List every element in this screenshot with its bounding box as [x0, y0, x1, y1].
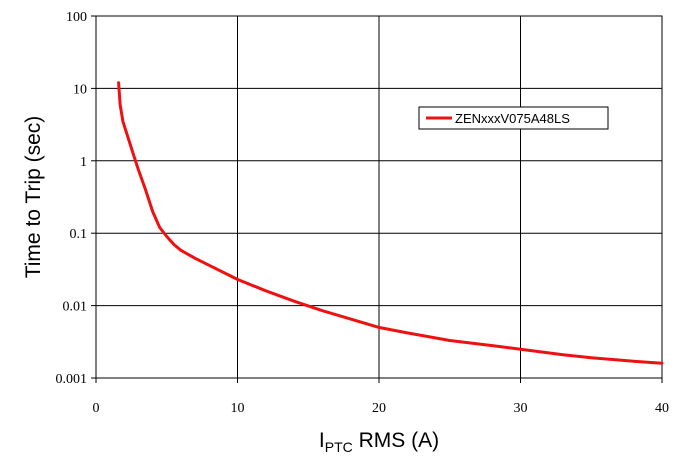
series-line	[117, 81, 664, 365]
grid	[95, 15, 663, 379]
legend-box	[418, 106, 609, 130]
x-axis-title-rest: RMS (A)	[353, 429, 439, 452]
y-tick-label: 1	[80, 155, 87, 170]
x-axis-ticks: 0 10 20 30 40	[93, 378, 669, 416]
y-axis-ticks: 0.001 0.01 0.1 1 10 100	[56, 10, 96, 387]
y-tick-label: 100	[66, 10, 87, 25]
legend: ZENxxxV075A48LS	[418, 106, 609, 130]
x-axis-title: IPTC RMS (A)	[319, 429, 439, 455]
x-tick-label: 30	[514, 401, 528, 416]
y-tick-label: 0.1	[70, 227, 88, 242]
y-tick-label: 0.001	[56, 372, 88, 387]
y-axis-title: Time to Trip (sec)	[22, 116, 45, 279]
x-axis-title-subscript: PTC	[325, 439, 353, 455]
x-tick-label: 20	[372, 401, 386, 416]
x-tick-label: 0	[93, 401, 100, 416]
y-tick-label: 0.01	[63, 300, 88, 315]
legend-label: ZENxxxV075A48LS	[455, 111, 570, 126]
y-tick-label: 10	[73, 82, 87, 97]
x-tick-label: 40	[655, 401, 669, 416]
x-tick-label: 10	[231, 401, 245, 416]
x-axis-title-main: I	[319, 429, 325, 452]
